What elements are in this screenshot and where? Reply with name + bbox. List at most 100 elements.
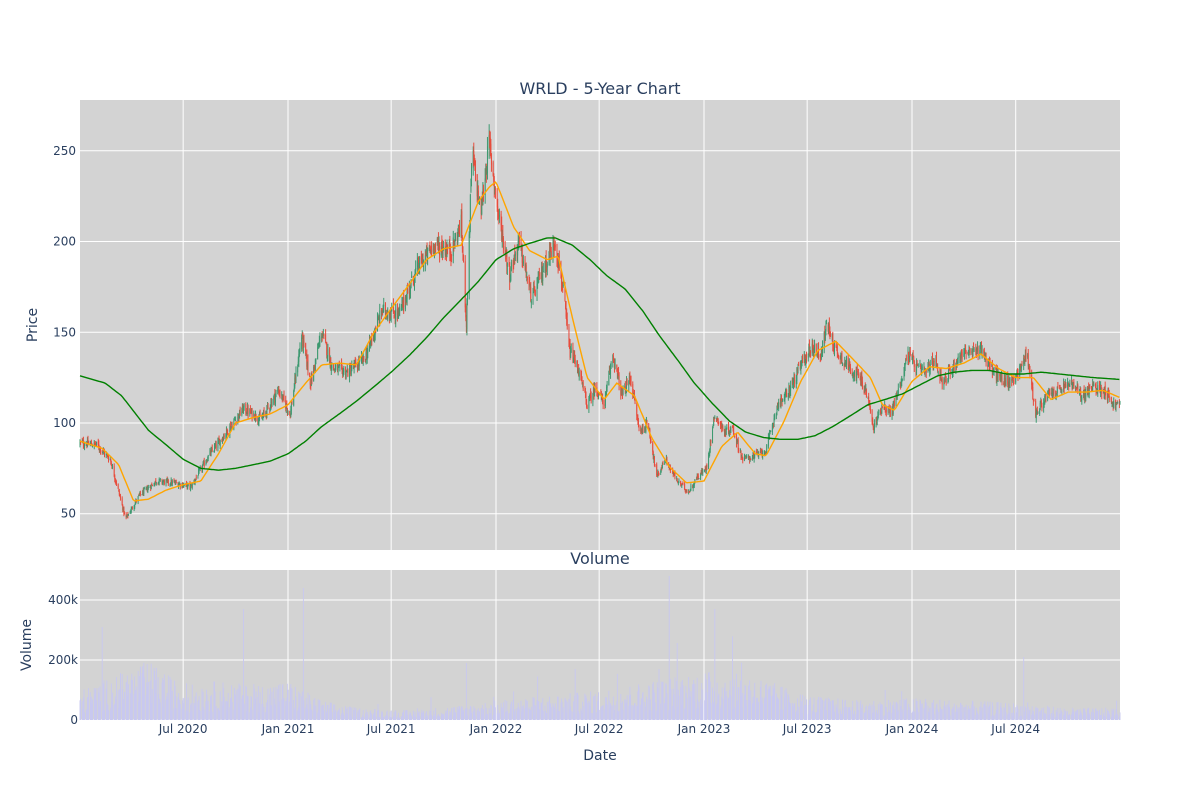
volume-bar bbox=[500, 703, 502, 720]
candlestick bbox=[849, 361, 851, 367]
candlestick bbox=[115, 479, 117, 485]
volume-bar bbox=[692, 683, 694, 720]
candlestick bbox=[131, 506, 133, 510]
volume-bar bbox=[358, 709, 360, 720]
volume-bar bbox=[564, 697, 566, 720]
candlestick bbox=[468, 231, 470, 300]
candlestick bbox=[746, 453, 748, 459]
volume-bar bbox=[542, 698, 544, 720]
volume-bar bbox=[505, 712, 507, 720]
volume-bar bbox=[227, 693, 229, 720]
candlestick bbox=[526, 271, 528, 282]
chart-title: WRLD - 5-Year Chart bbox=[519, 79, 680, 98]
candlestick bbox=[880, 411, 882, 416]
candlestick bbox=[121, 496, 123, 506]
volume-bar bbox=[871, 704, 873, 720]
candlestick bbox=[658, 472, 660, 476]
candlestick bbox=[390, 307, 392, 323]
candlestick bbox=[354, 359, 356, 368]
volume-bar bbox=[932, 708, 934, 720]
volume-bar bbox=[965, 704, 967, 720]
volume-bar bbox=[557, 696, 559, 720]
volume-bar bbox=[638, 684, 639, 720]
volume-bar bbox=[206, 689, 207, 720]
volume-bar bbox=[606, 704, 608, 720]
volume-bar bbox=[498, 712, 500, 720]
candlestick bbox=[630, 375, 632, 387]
volume-bar bbox=[844, 699, 846, 720]
candlestick bbox=[566, 312, 568, 330]
volume-bar bbox=[422, 712, 423, 720]
candlestick bbox=[402, 297, 404, 312]
volume-bar bbox=[484, 703, 486, 720]
candlestick bbox=[793, 372, 795, 382]
volume-bar bbox=[139, 692, 141, 720]
candlestick bbox=[684, 488, 686, 493]
volume-bar bbox=[857, 710, 859, 720]
volume-bar bbox=[423, 710, 425, 720]
candlestick bbox=[610, 361, 612, 369]
candlestick bbox=[311, 371, 313, 385]
volume-bar bbox=[791, 702, 793, 720]
candlestick bbox=[901, 375, 903, 387]
candlestick bbox=[530, 299, 532, 309]
candlestick bbox=[522, 254, 524, 267]
volume-bar bbox=[418, 711, 420, 720]
volume-bar bbox=[783, 697, 785, 720]
volume-bar bbox=[602, 705, 604, 720]
volume-bar bbox=[720, 708, 721, 720]
candlestick bbox=[937, 370, 939, 375]
volume-bar bbox=[924, 701, 926, 720]
volume-bar bbox=[668, 710, 670, 720]
volume-bar bbox=[949, 715, 951, 720]
candlestick bbox=[945, 372, 947, 378]
candlestick bbox=[410, 286, 412, 299]
candlestick bbox=[923, 362, 925, 372]
volume-bar bbox=[887, 712, 889, 720]
candlestick bbox=[167, 477, 169, 484]
volume-bar bbox=[753, 702, 755, 720]
volume-bar bbox=[250, 696, 252, 720]
candlestick bbox=[830, 331, 832, 337]
candlestick bbox=[101, 449, 103, 455]
candlestick bbox=[1020, 363, 1022, 373]
volume-bar bbox=[665, 683, 667, 720]
candlestick bbox=[620, 388, 622, 396]
volume-bar bbox=[245, 685, 247, 720]
volume-bar bbox=[622, 701, 623, 720]
candlestick bbox=[410, 279, 412, 289]
volume-bar bbox=[634, 703, 635, 720]
volume-bar bbox=[936, 704, 937, 720]
candlestick bbox=[908, 355, 910, 364]
candlestick bbox=[474, 160, 476, 182]
candlestick bbox=[162, 480, 164, 485]
candlestick bbox=[738, 447, 740, 454]
candlestick bbox=[1100, 384, 1102, 388]
price-y-tick-label: 50 bbox=[61, 507, 76, 521]
candlestick bbox=[219, 438, 221, 446]
candlestick bbox=[792, 377, 794, 390]
volume-bar bbox=[570, 706, 572, 720]
volume-bar bbox=[1051, 713, 1053, 720]
candlestick bbox=[565, 300, 567, 310]
volume-bar bbox=[239, 707, 241, 720]
volume-bar bbox=[409, 711, 411, 720]
volume-bar bbox=[717, 695, 719, 720]
candlestick bbox=[731, 425, 733, 429]
volume-bar bbox=[538, 709, 540, 720]
candlestick bbox=[766, 444, 768, 454]
volume-bar bbox=[756, 709, 758, 720]
volume-bar bbox=[81, 701, 83, 720]
volume-bar bbox=[143, 662, 145, 720]
candlestick bbox=[179, 483, 181, 490]
volume-bar bbox=[518, 706, 520, 720]
volume-bar bbox=[708, 672, 710, 720]
candlestick bbox=[358, 355, 360, 371]
volume-bar bbox=[1072, 707, 1074, 720]
candlestick bbox=[569, 339, 571, 360]
candlestick bbox=[257, 416, 259, 425]
candlestick bbox=[484, 168, 486, 204]
candlestick bbox=[786, 389, 788, 398]
volume-bar bbox=[1076, 710, 1078, 720]
volume-bar bbox=[279, 684, 281, 720]
